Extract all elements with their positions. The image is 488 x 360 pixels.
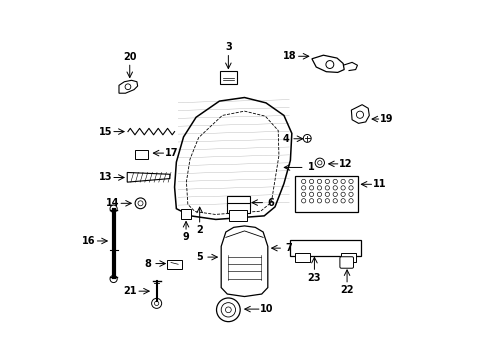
Text: 2: 2 [196, 225, 203, 235]
Text: 23: 23 [307, 273, 321, 283]
Text: 22: 22 [340, 285, 353, 295]
FancyBboxPatch shape [339, 257, 353, 268]
Text: 8: 8 [144, 258, 151, 269]
Text: 6: 6 [266, 198, 273, 208]
Text: 11: 11 [372, 179, 386, 189]
Text: 5: 5 [196, 252, 203, 262]
Text: 1: 1 [307, 162, 314, 172]
Text: 21: 21 [123, 286, 137, 296]
FancyBboxPatch shape [289, 240, 360, 256]
Text: 3: 3 [224, 42, 231, 52]
FancyBboxPatch shape [226, 203, 249, 213]
Text: 19: 19 [379, 114, 392, 124]
FancyBboxPatch shape [226, 196, 249, 206]
FancyBboxPatch shape [181, 209, 191, 219]
FancyBboxPatch shape [340, 253, 355, 262]
FancyBboxPatch shape [294, 253, 309, 262]
Text: 18: 18 [283, 51, 296, 61]
Text: 20: 20 [123, 52, 136, 62]
Text: 7: 7 [285, 243, 291, 253]
FancyBboxPatch shape [295, 176, 357, 212]
Text: 13: 13 [99, 172, 112, 183]
FancyBboxPatch shape [135, 150, 148, 159]
Text: 10: 10 [260, 304, 273, 314]
Text: 15: 15 [99, 127, 112, 136]
FancyBboxPatch shape [228, 211, 246, 221]
Text: 12: 12 [338, 159, 352, 169]
FancyBboxPatch shape [220, 71, 236, 84]
FancyBboxPatch shape [167, 260, 182, 269]
Text: 9: 9 [183, 232, 189, 242]
Text: 4: 4 [282, 134, 288, 144]
Text: 14: 14 [105, 198, 119, 208]
Text: 16: 16 [82, 236, 96, 246]
Text: 17: 17 [164, 148, 178, 158]
